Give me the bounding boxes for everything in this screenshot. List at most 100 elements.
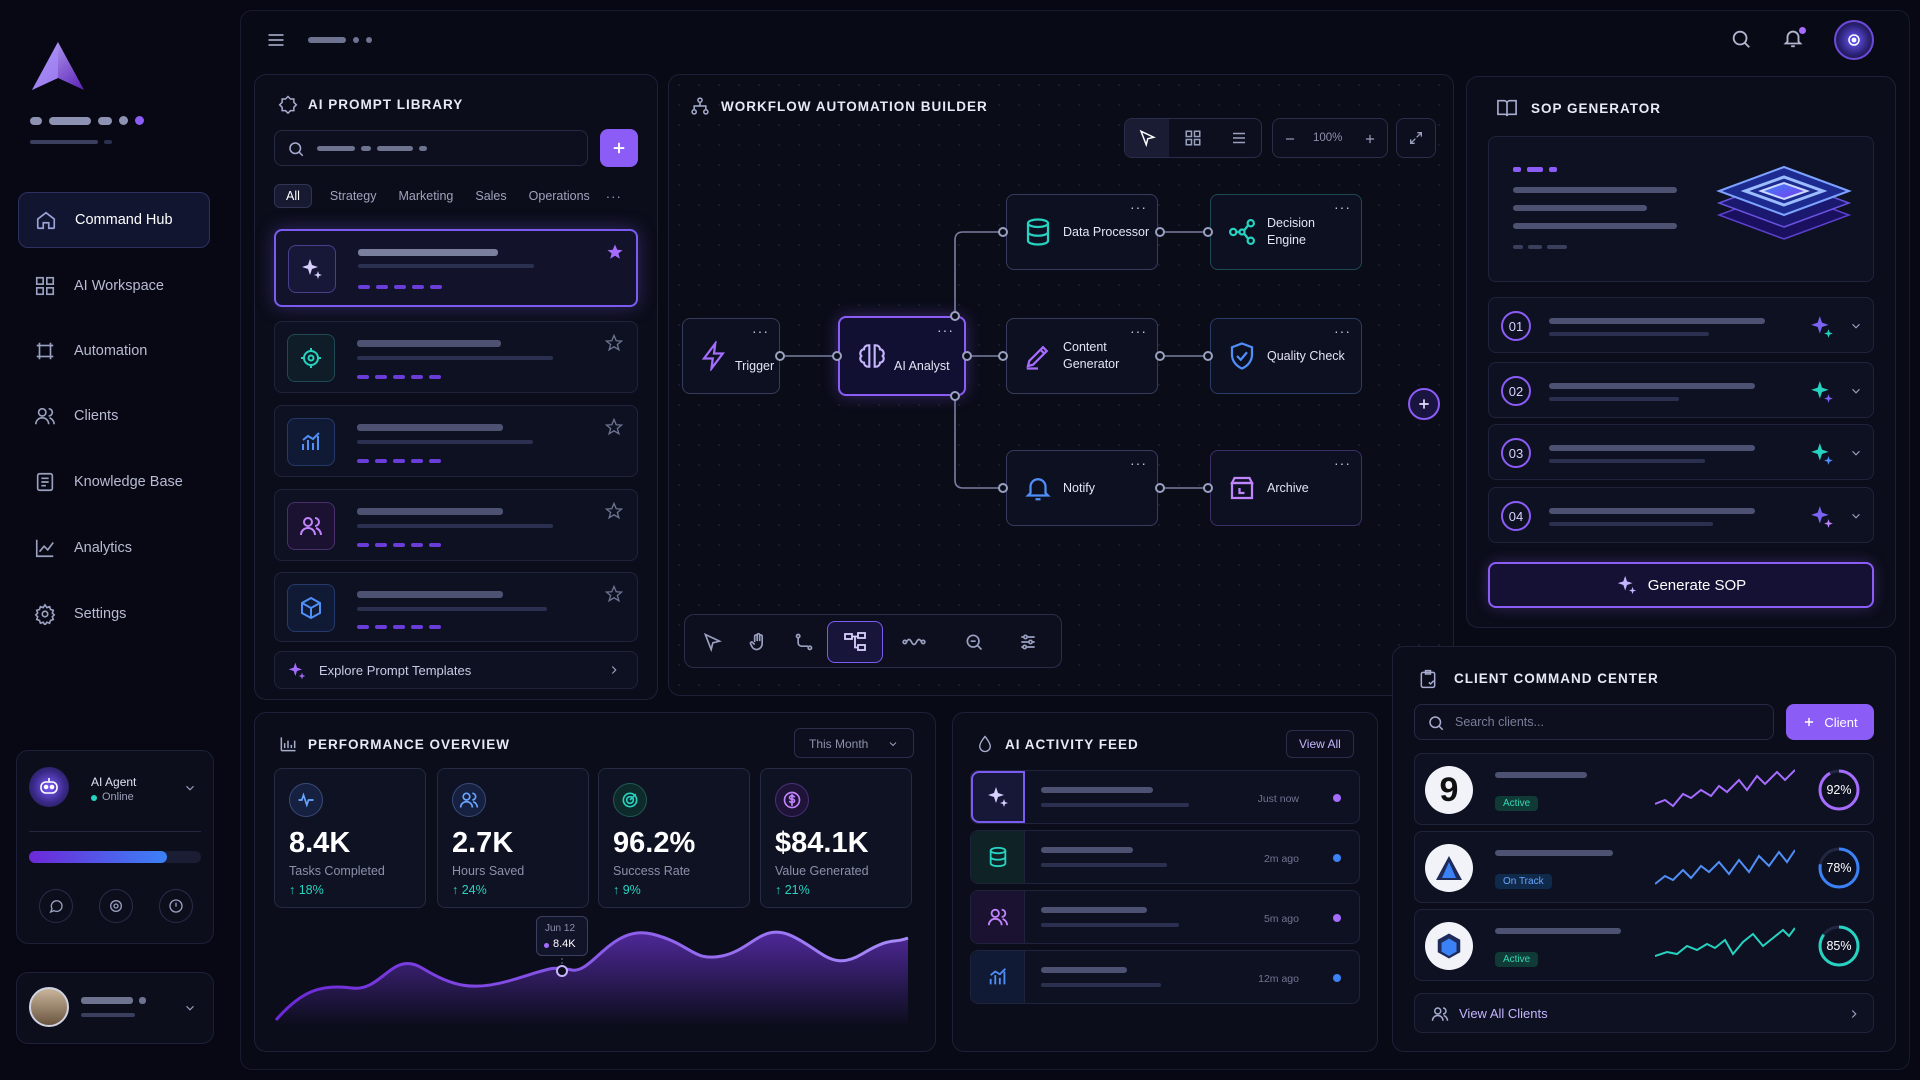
nav-settings[interactable]: Settings (18, 586, 210, 642)
node-menu-icon[interactable]: ··· (1130, 455, 1147, 471)
agent-settings-button[interactable] (99, 889, 133, 923)
star-outline-icon[interactable] (605, 502, 623, 520)
node-notify[interactable]: Notify ··· (1006, 450, 1158, 526)
generate-sop-button[interactable]: Generate SOP (1488, 562, 1874, 608)
zoom-out-icon[interactable] (1283, 132, 1297, 146)
node-menu-icon[interactable]: ··· (937, 322, 954, 338)
prompt-card[interactable] (274, 489, 638, 561)
chevron-down-icon[interactable] (1849, 319, 1863, 333)
bell-icon[interactable] (1782, 27, 1804, 49)
select-tool-button[interactable] (1125, 119, 1169, 157)
connector-port[interactable] (998, 227, 1008, 237)
star-filled-icon[interactable] (606, 243, 624, 261)
star-outline-icon[interactable] (605, 418, 623, 436)
add-node-button[interactable] (1408, 388, 1440, 420)
sop-step[interactable]: 04 (1488, 487, 1874, 543)
node-menu-icon[interactable]: ··· (1130, 199, 1147, 215)
more-tabs-icon[interactable]: ··· (605, 188, 622, 204)
node-quality-check[interactable]: Quality Check ··· (1210, 318, 1362, 394)
connector-port[interactable] (832, 351, 842, 361)
connector-port[interactable] (950, 391, 960, 401)
app-logo[interactable] (28, 38, 88, 98)
connector-port[interactable] (1155, 483, 1165, 493)
flow-tool-button[interactable] (827, 621, 883, 663)
prompt-card[interactable] (274, 321, 638, 393)
nav-clients[interactable]: Clients (18, 388, 210, 444)
tab-marketing[interactable]: Marketing (398, 189, 454, 203)
sparkles-icon[interactable] (1809, 314, 1835, 340)
nav-automation[interactable]: Automation (18, 323, 210, 379)
feed-item[interactable]: 12m ago (970, 950, 1360, 1004)
user-avatar-button[interactable] (1834, 20, 1874, 60)
chevron-down-icon[interactable] (1849, 509, 1863, 523)
view-all-clients-button[interactable]: View All Clients (1414, 993, 1874, 1033)
user-profile-card[interactable] (16, 972, 214, 1044)
node-decision-engine[interactable]: Decision Engine ··· (1210, 194, 1362, 270)
prompt-card[interactable] (274, 229, 638, 307)
sparkles-icon[interactable] (1809, 504, 1835, 530)
connector-port[interactable] (1155, 351, 1165, 361)
nav-analytics[interactable]: Analytics (18, 520, 210, 576)
node-ai-analyst[interactable]: AI Analyst ··· (838, 316, 966, 396)
sop-step[interactable]: 03 (1488, 424, 1874, 480)
connector-port[interactable] (998, 351, 1008, 361)
zoom-tool-button[interactable] (955, 623, 993, 661)
connector-port[interactable] (1203, 227, 1213, 237)
power-button[interactable] (159, 889, 193, 923)
node-menu-icon[interactable]: ··· (1334, 323, 1351, 339)
tab-all[interactable]: All (274, 184, 312, 208)
node-menu-icon[interactable]: ··· (1334, 199, 1351, 215)
sop-step[interactable]: 02 (1488, 362, 1874, 418)
settings-tool-button[interactable] (1009, 623, 1047, 661)
node-content-generator[interactable]: Content Generator ··· (1006, 318, 1158, 394)
tab-strategy[interactable]: Strategy (329, 189, 377, 203)
prompt-card[interactable] (274, 572, 638, 642)
chevron-down-icon[interactable] (1849, 384, 1863, 398)
client-search-input[interactable]: Search clients... (1414, 704, 1774, 740)
node-menu-icon[interactable]: ··· (752, 323, 769, 339)
nav-ai-workspace[interactable]: AI Workspace (18, 258, 210, 314)
star-outline-icon[interactable] (605, 334, 623, 352)
client-row[interactable]: 9 Active 92% (1414, 753, 1874, 825)
menu-icon[interactable] (266, 30, 286, 50)
node-archive[interactable]: Archive ··· (1210, 450, 1362, 526)
nav-command-hub[interactable]: Command Hub (18, 192, 210, 248)
explore-templates-button[interactable]: Explore Prompt Templates (274, 651, 638, 689)
chevron-down-icon[interactable] (183, 781, 197, 795)
prompt-search-input[interactable] (274, 130, 588, 166)
feed-item[interactable]: 5m ago (970, 890, 1360, 944)
feed-item[interactable]: 2m ago (970, 830, 1360, 884)
chat-button[interactable] (39, 889, 73, 923)
connector-port[interactable] (950, 311, 960, 321)
pan-tool-button[interactable] (739, 623, 777, 661)
node-menu-icon[interactable]: ··· (1334, 455, 1351, 471)
search-icon[interactable] (1730, 28, 1752, 50)
connector-port[interactable] (775, 351, 785, 361)
sparkles-icon[interactable] (1809, 441, 1835, 467)
sparkles-icon[interactable] (1809, 379, 1835, 405)
prompt-card[interactable] (274, 405, 638, 477)
star-outline-icon[interactable] (605, 585, 623, 603)
path-tool-button[interactable] (895, 623, 933, 661)
chart-point[interactable] (556, 965, 568, 977)
connector-port[interactable] (962, 351, 972, 361)
tab-operations[interactable]: Operations (528, 189, 590, 203)
node-trigger[interactable]: Trigger ··· (682, 318, 780, 394)
add-prompt-button[interactable] (600, 129, 638, 167)
client-row[interactable]: Active 85% (1414, 909, 1874, 981)
client-row[interactable]: On Track 78% (1414, 831, 1874, 903)
sop-step[interactable]: 01 (1488, 297, 1874, 353)
tab-sales[interactable]: Sales (475, 189, 507, 203)
view-all-button[interactable]: View All (1286, 730, 1354, 758)
period-select[interactable]: This Month (794, 728, 914, 758)
chevron-down-icon[interactable] (1849, 446, 1863, 460)
zoom-in-icon[interactable] (1363, 132, 1377, 146)
add-client-button[interactable]: Client (1786, 704, 1874, 740)
connector-port[interactable] (1203, 351, 1213, 361)
pointer-tool-button[interactable] (693, 623, 731, 661)
fullscreen-button[interactable] (1396, 118, 1436, 158)
feed-item[interactable]: Just now (970, 770, 1360, 824)
grid-view-button[interactable] (1171, 119, 1215, 157)
connector-port[interactable] (998, 483, 1008, 493)
node-data-processor[interactable]: Data Processor ··· (1006, 194, 1158, 270)
